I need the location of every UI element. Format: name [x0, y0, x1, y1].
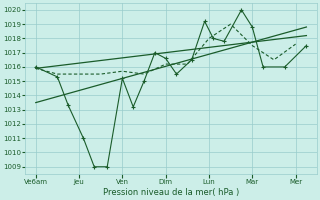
- X-axis label: Pression niveau de la mer( hPa ): Pression niveau de la mer( hPa ): [103, 188, 239, 197]
